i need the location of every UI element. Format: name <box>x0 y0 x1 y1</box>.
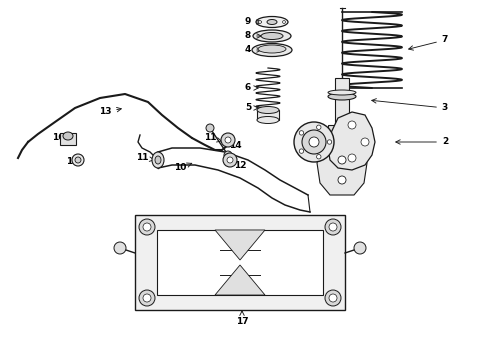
Ellipse shape <box>155 156 161 164</box>
Ellipse shape <box>267 19 277 24</box>
Polygon shape <box>317 143 367 195</box>
Text: 14: 14 <box>225 135 241 149</box>
Circle shape <box>361 138 369 146</box>
Ellipse shape <box>257 107 279 113</box>
Text: 15: 15 <box>66 158 81 166</box>
Circle shape <box>325 290 341 306</box>
Circle shape <box>354 242 366 254</box>
Circle shape <box>114 242 126 254</box>
Circle shape <box>139 219 155 235</box>
Circle shape <box>309 137 319 147</box>
Bar <box>135 215 345 310</box>
Bar <box>60 133 76 145</box>
Circle shape <box>329 294 337 302</box>
Circle shape <box>143 223 151 231</box>
Circle shape <box>325 219 341 235</box>
Circle shape <box>299 149 304 153</box>
Text: 2: 2 <box>396 138 448 147</box>
Text: 3: 3 <box>372 99 448 112</box>
Text: 5: 5 <box>245 104 258 112</box>
Circle shape <box>302 130 326 154</box>
Circle shape <box>338 156 346 164</box>
Circle shape <box>224 151 232 159</box>
Circle shape <box>227 157 233 163</box>
Text: 1: 1 <box>292 138 306 147</box>
Circle shape <box>283 21 285 23</box>
Ellipse shape <box>63 132 73 140</box>
Circle shape <box>329 223 337 231</box>
Circle shape <box>259 21 261 23</box>
Circle shape <box>338 176 346 184</box>
Text: 6: 6 <box>245 84 258 93</box>
Ellipse shape <box>252 44 292 57</box>
Bar <box>335 78 349 125</box>
Circle shape <box>327 140 332 144</box>
Ellipse shape <box>152 152 164 168</box>
Circle shape <box>225 137 231 143</box>
Text: 8: 8 <box>245 31 261 40</box>
Text: 4: 4 <box>245 45 261 54</box>
Ellipse shape <box>258 45 286 53</box>
Text: 7: 7 <box>409 36 448 50</box>
Text: 13: 13 <box>99 107 122 117</box>
Ellipse shape <box>75 157 81 163</box>
Text: 16: 16 <box>52 134 71 143</box>
Circle shape <box>206 124 214 132</box>
Circle shape <box>221 133 235 147</box>
Circle shape <box>223 153 237 167</box>
Text: 11: 11 <box>204 134 222 143</box>
Circle shape <box>143 294 151 302</box>
Bar <box>157 230 323 295</box>
Text: 9: 9 <box>245 18 261 27</box>
Ellipse shape <box>328 90 356 95</box>
Ellipse shape <box>261 32 283 40</box>
Text: 11: 11 <box>136 153 154 162</box>
Polygon shape <box>215 230 265 260</box>
Circle shape <box>299 131 304 135</box>
Circle shape <box>317 125 321 130</box>
Polygon shape <box>328 112 375 170</box>
Circle shape <box>317 154 321 159</box>
Circle shape <box>139 290 155 306</box>
Circle shape <box>348 154 356 162</box>
Bar <box>257 110 279 120</box>
Circle shape <box>294 122 334 162</box>
Polygon shape <box>215 265 265 295</box>
Ellipse shape <box>256 17 288 27</box>
Circle shape <box>348 121 356 129</box>
Text: 12: 12 <box>228 161 246 170</box>
Bar <box>328 125 356 143</box>
Ellipse shape <box>72 154 84 166</box>
Ellipse shape <box>328 93 356 100</box>
Text: 17: 17 <box>236 311 248 327</box>
Ellipse shape <box>253 30 291 42</box>
Ellipse shape <box>257 117 279 123</box>
Text: 10: 10 <box>174 163 192 172</box>
